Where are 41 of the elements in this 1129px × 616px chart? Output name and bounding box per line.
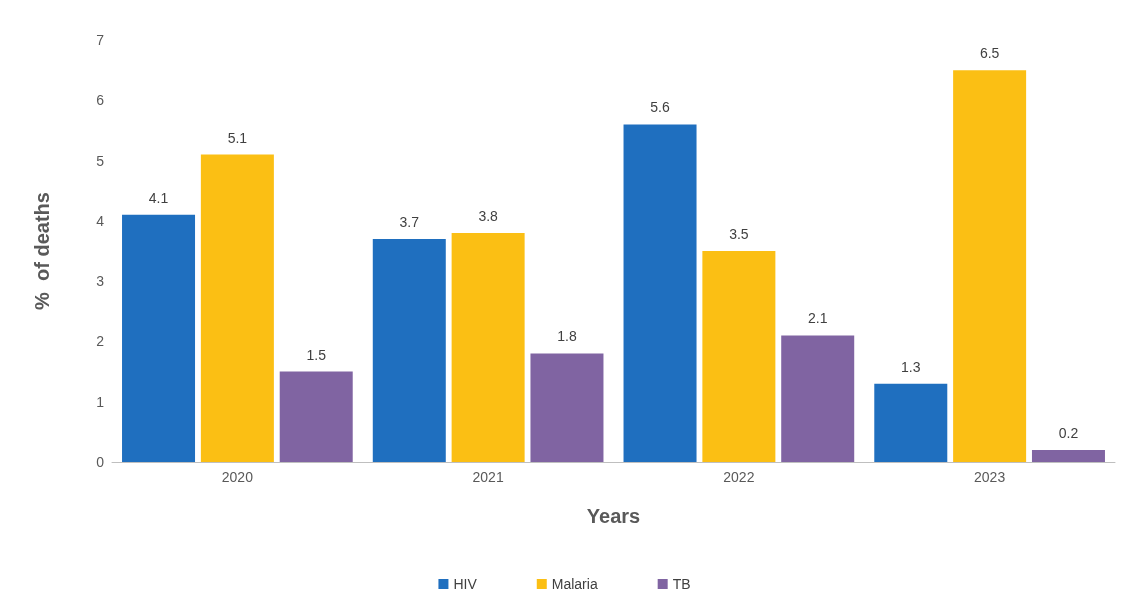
x-axis-title: Years [586, 505, 641, 527]
data-label: 3.7 [399, 213, 420, 230]
data-label: 0.2 [1058, 424, 1079, 441]
y-tick-label: 5 [96, 152, 105, 169]
x-tick-label: 2020 [221, 469, 254, 485]
x-tick-label: 2023 [974, 469, 1006, 485]
y-tick-label: 6 [96, 92, 105, 109]
y-tick-label: 3 [96, 273, 105, 290]
data-label: 2.1 [807, 310, 828, 327]
bar [702, 251, 776, 462]
bar [953, 70, 1027, 462]
data-label: 3.5 [729, 226, 749, 242]
y-axis-title: % of deaths [31, 192, 53, 310]
data-label: 4.1 [148, 189, 169, 206]
legend-label: TB [672, 576, 691, 592]
x-tick-label: 2022 [723, 469, 755, 485]
bar [623, 124, 697, 462]
y-tick-label: 1 [96, 393, 105, 410]
bar [781, 335, 855, 462]
bar [372, 238, 446, 462]
bar [122, 214, 196, 462]
data-label: 5.6 [650, 99, 670, 116]
bar [1031, 449, 1105, 462]
bar [200, 154, 274, 462]
data-label: 1.5 [306, 346, 327, 363]
data-label: 3.8 [478, 207, 499, 224]
bar [451, 232, 525, 462]
legend-label: Malaria [551, 576, 598, 592]
legend-label: HIV [453, 576, 478, 592]
y-tick-label: 4 [96, 212, 105, 229]
x-tick-label: 2021 [472, 469, 504, 485]
y-tick-label: 7 [96, 32, 105, 48]
bar [874, 383, 948, 462]
data-label: 6.5 [979, 45, 1000, 62]
data-label: 1.8 [557, 328, 577, 345]
bar [279, 371, 353, 462]
data-label: 5.1 [227, 129, 248, 146]
bar [530, 353, 604, 462]
y-tick-label: 0 [96, 454, 105, 470]
y-tick-label: 2 [96, 333, 105, 350]
data-label: 1.3 [901, 358, 921, 375]
